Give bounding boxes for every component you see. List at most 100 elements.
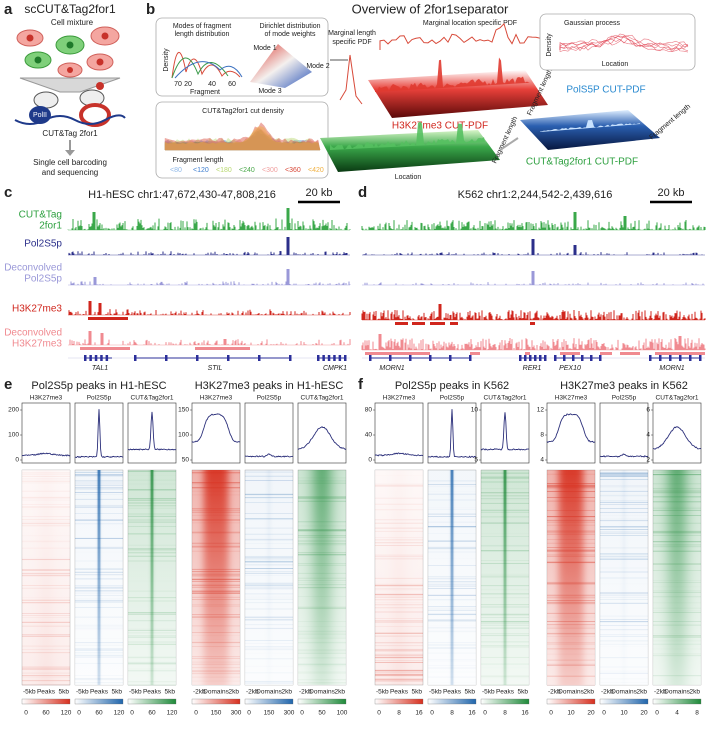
- heatmap-texture: [600, 673, 648, 674]
- colorbar-tick: 0: [655, 710, 659, 717]
- heatmap-texture: [653, 491, 701, 493]
- colorbar-tick: 0: [194, 710, 198, 717]
- x-label: Peaks: [37, 689, 56, 696]
- heatmap-texture: [547, 582, 595, 584]
- x-label: 2kb: [282, 689, 293, 696]
- heatmap-texture: [653, 640, 701, 642]
- heatmap-texture: [428, 516, 476, 517]
- heatmap-texture: [547, 549, 595, 551]
- heatmap-texture: [653, 496, 701, 497]
- heatmap-texture: [600, 567, 648, 569]
- heatmap-texture: [375, 522, 423, 523]
- signal-track: [68, 237, 348, 255]
- density-area: [164, 122, 321, 151]
- heatmap-texture: [245, 627, 293, 629]
- heatmap-texture: [547, 556, 595, 557]
- heatmap-texture: [375, 519, 423, 521]
- scale-label: 20 kb: [658, 187, 685, 199]
- signal-track: [361, 304, 706, 320]
- exon: [94, 355, 98, 361]
- heatmap-texture: [75, 675, 123, 676]
- panel-a: a scCUT&Tag2for1 Cell mixture PolII CUT&…: [4, 1, 126, 177]
- heatmap-texture: [128, 555, 176, 557]
- heatmap-texture: [547, 487, 595, 488]
- antibody: [33, 91, 59, 109]
- heatmap-texture: [298, 496, 346, 498]
- heatmap-texture: [600, 599, 648, 600]
- heatmap-texture: [653, 541, 701, 543]
- x-label: 5kb: [465, 689, 476, 696]
- peak-call: [470, 352, 480, 355]
- x-label: -2kb: [548, 689, 561, 696]
- mark: [96, 82, 104, 90]
- heatmap-texture: [600, 603, 648, 604]
- heatmap-texture: [22, 652, 70, 654]
- heatmap-texture: [547, 521, 595, 523]
- heatmap-texture: [128, 553, 176, 554]
- profile-box: [480, 402, 530, 464]
- heatmap-texture: [22, 560, 70, 561]
- heatmap-texture: [128, 597, 176, 599]
- colorbar: [374, 698, 424, 705]
- exon: [599, 355, 602, 361]
- heatmap-texture: [75, 628, 123, 629]
- heatmap-texture: [481, 589, 529, 590]
- label: Fragment: [190, 89, 220, 96]
- heatmap-texture: [428, 541, 476, 542]
- heatmap-texture: [600, 679, 648, 680]
- heatmap-texture: [192, 617, 240, 618]
- heatmap-texture: [547, 644, 595, 645]
- exon: [105, 355, 109, 361]
- legend-label: <300: [262, 167, 278, 174]
- heatmap-texture: [481, 657, 529, 658]
- heatmap-texture: [128, 544, 176, 546]
- heatmap-texture: [75, 471, 123, 473]
- track-label: H3K27me3: [12, 304, 62, 315]
- signal-track: [69, 331, 351, 345]
- heatmap-texture: [245, 538, 293, 540]
- heatmap-texture: [128, 657, 176, 659]
- heatmap-texture: [600, 495, 648, 497]
- peak-call: [80, 347, 130, 350]
- heatmap-texture: [547, 621, 595, 622]
- heatmap-texture: [192, 532, 240, 534]
- heatmap-texture: [192, 584, 240, 586]
- heatmap-texture: [298, 633, 346, 635]
- heatmap-texture: [192, 663, 240, 665]
- heatmap-texture: [547, 491, 595, 492]
- heatmap-texture: [298, 637, 346, 639]
- heatmap-texture: [600, 526, 648, 528]
- exon: [689, 355, 692, 361]
- label: Marginal location specific PDF: [423, 20, 517, 27]
- x-label: 2kb: [229, 689, 240, 696]
- exon: [409, 355, 412, 361]
- heatmap-texture: [428, 493, 476, 495]
- heatmap-texture: [245, 568, 293, 569]
- label: H3K27me3 CUT-PDF: [392, 121, 488, 132]
- heatmap-texture: [375, 680, 423, 682]
- heatmap-texture: [428, 672, 476, 673]
- heatmap-texture: [192, 473, 240, 474]
- heatmap-texture: [75, 572, 123, 573]
- heatmap-texture: [481, 522, 529, 524]
- colorbar: [297, 698, 347, 705]
- legend: <80 <120 <180 <240 <300 <360 <420: [170, 167, 324, 174]
- heatmap-texture: [481, 620, 529, 622]
- heatmap-texture: [75, 649, 123, 651]
- heatmap-texture: [600, 666, 648, 668]
- heatmap-texture: [600, 472, 648, 474]
- heatmap-texture: [375, 645, 423, 647]
- heatmap-texture: [547, 602, 595, 604]
- x-label: -2kb: [193, 689, 206, 696]
- heatmap-texture: [298, 521, 346, 523]
- heatmap-texture: [75, 598, 123, 600]
- heatmap-texture: [375, 498, 423, 499]
- heatmap-texture: [481, 621, 529, 623]
- heatmap-texture: [192, 494, 240, 496]
- heatmap-texture: [600, 558, 648, 560]
- heatmap-texture: [192, 646, 240, 647]
- heatmap-texture: [128, 612, 176, 613]
- heatmap-texture: [600, 547, 648, 549]
- heatmap-texture: [428, 588, 476, 589]
- label: and sequencing: [42, 168, 99, 177]
